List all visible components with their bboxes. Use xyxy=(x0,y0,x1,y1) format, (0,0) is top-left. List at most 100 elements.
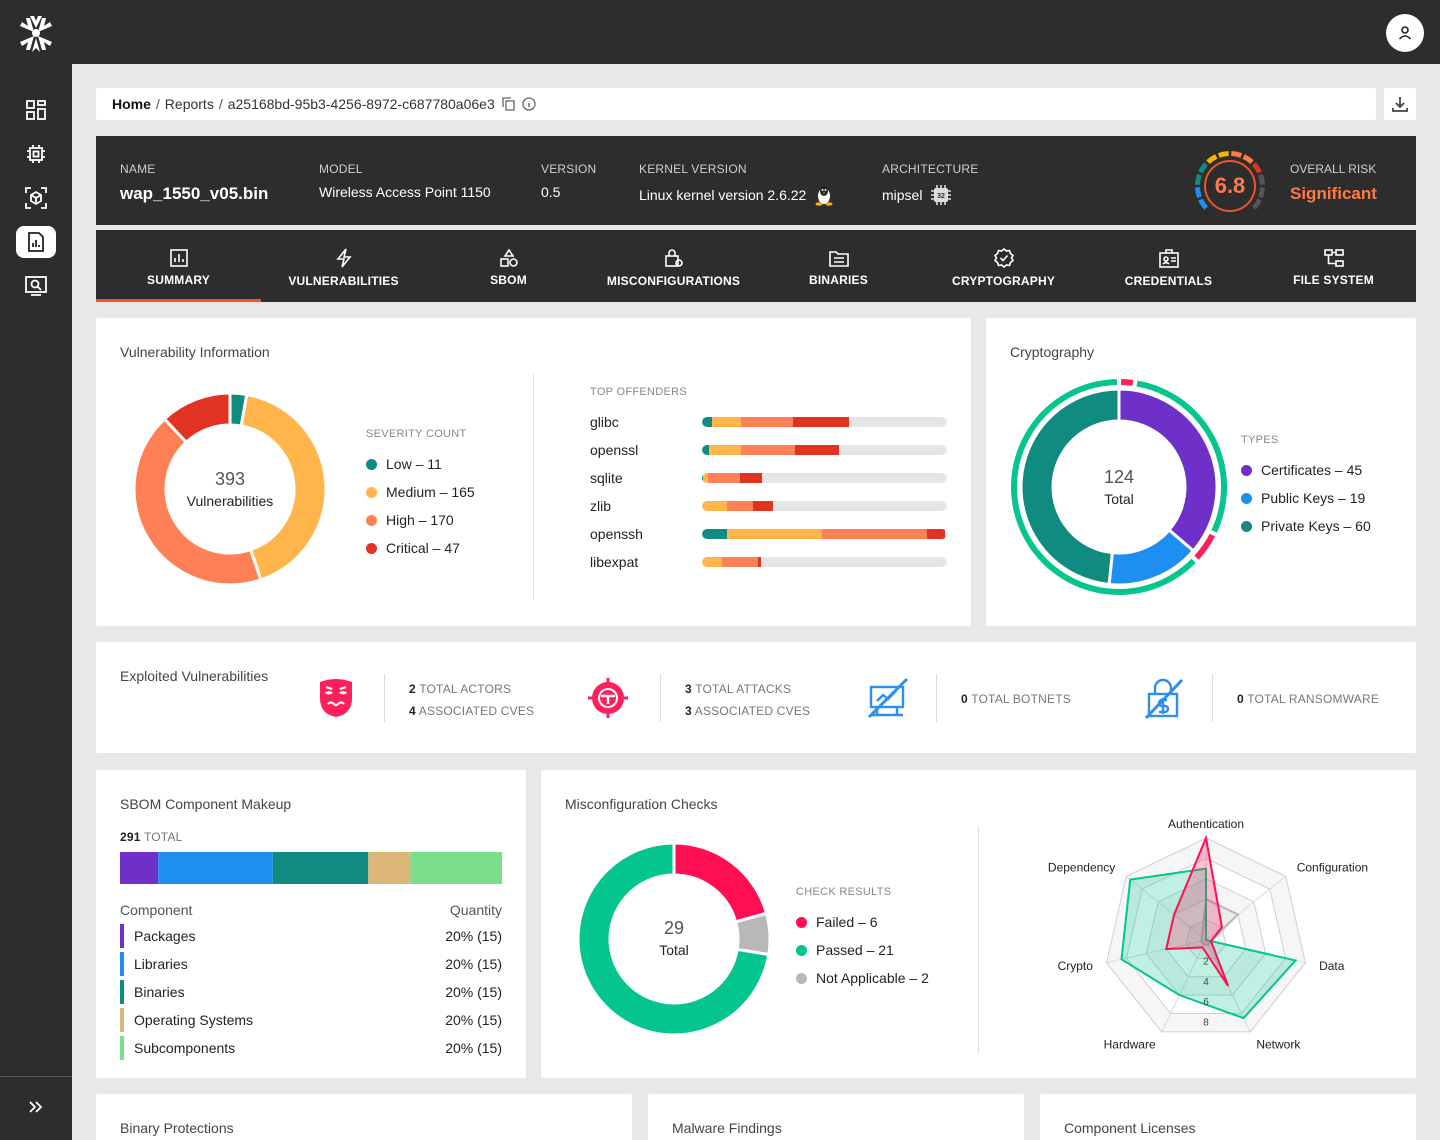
botnet-disabled-icon xyxy=(866,676,910,720)
radar-tick-label: 6 xyxy=(1203,997,1209,1008)
legend-label: Not Applicable – 2 xyxy=(816,970,929,986)
outer-ring-segment-ok xyxy=(1011,379,1196,595)
legend-label: Low – 11 xyxy=(386,456,442,472)
report-icon xyxy=(28,232,44,252)
firmware-info-bar: NAME wap_1550_v05.bin MODEL Wireless Acc… xyxy=(96,136,1416,225)
legend-dot xyxy=(366,514,377,526)
legend-dot xyxy=(796,916,807,928)
sidebar xyxy=(0,64,72,1140)
offender-bar xyxy=(702,417,947,427)
sbom-row-binaries: Binaries 20% (15) xyxy=(120,980,502,1004)
sbom-bar-segment-binaries xyxy=(272,852,369,884)
sbom-stacked-bar xyxy=(120,852,502,884)
actor-cves-label: ASSOCIATED CVES xyxy=(418,704,535,718)
card-divider xyxy=(978,826,979,1054)
folder-icon xyxy=(828,251,849,267)
vuln-total: 393 xyxy=(215,469,245,489)
sbom-bar-segment-packages xyxy=(120,852,159,884)
nav-package-button[interactable] xyxy=(16,182,56,214)
radar-axis-label: Data xyxy=(1319,959,1345,973)
tree-icon xyxy=(1323,249,1344,267)
tab-vulnerabilities[interactable]: VULNERABILITIES xyxy=(261,230,426,302)
offender-segment-medium xyxy=(702,501,727,511)
ransomware-disabled-icon xyxy=(1142,676,1186,720)
offender-segment-low xyxy=(702,417,712,427)
nav-dashboard-button[interactable] xyxy=(16,94,56,126)
name-field: NAME wap_1550_v05.bin xyxy=(120,162,268,204)
offender-segment-medium xyxy=(709,445,742,455)
component-header: Component xyxy=(120,902,193,918)
offender-segment-critical xyxy=(792,417,849,427)
nav-chip-button[interactable] xyxy=(16,138,56,170)
donut-slice-passed xyxy=(577,842,771,1036)
component-qty: 20% (15) xyxy=(445,984,502,1000)
donut-slice-high xyxy=(132,416,263,587)
info-icon[interactable] xyxy=(522,97,536,111)
tab-label: MISCONFIGURATIONS xyxy=(606,274,741,288)
radar-axis-label: Configuration xyxy=(1297,861,1368,875)
user-avatar-button[interactable] xyxy=(1386,14,1424,52)
severity-legend: SEVERITY COUNT Low – 11 Medium – 165 Hig… xyxy=(366,428,475,562)
user-icon xyxy=(1398,26,1412,40)
ev-divider xyxy=(936,674,937,722)
legend-item-private-keys: Private Keys – 60 xyxy=(1241,512,1371,540)
tab-label: CREDENTIALS xyxy=(1124,274,1213,288)
binary-protections-card: Binary Protections xyxy=(96,1094,632,1140)
copy-icon[interactable] xyxy=(502,97,515,111)
radar-axis-label: Dependency xyxy=(1048,861,1115,875)
component-qty: 20% (15) xyxy=(445,956,502,972)
kernel-label: KERNEL VERSION xyxy=(639,162,747,176)
tab-binaries[interactable]: BINARIES xyxy=(756,230,921,302)
sidebar-divider xyxy=(0,1076,72,1077)
offender-segment-high xyxy=(721,557,759,567)
legend-label: Failed – 6 xyxy=(816,914,878,930)
botnets-count: 0 xyxy=(961,692,968,706)
lock-gear-icon xyxy=(664,249,683,267)
tab-label: CRYPTOGRAPHY xyxy=(951,274,1056,288)
risk-gauge-segment xyxy=(1217,151,1229,158)
legend-label: High – 170 xyxy=(386,512,454,528)
radar-series-not-applicable xyxy=(1199,897,1240,946)
kernel-value-row: Linux kernel version 2.6.22 xyxy=(639,184,834,206)
sbom-bar-segment-operating-systems xyxy=(368,852,411,884)
misconfig-total: 29 xyxy=(664,918,684,938)
tab-credentials[interactable]: CREDENTIALS xyxy=(1086,230,1251,302)
card-title: Binary Protections xyxy=(120,1120,234,1136)
offender-segment-medium xyxy=(702,557,722,567)
breadcrumb-home[interactable]: Home xyxy=(112,96,151,112)
risk-value: Significant xyxy=(1290,184,1377,203)
misconfiguration-checks-card: Misconfiguration Checks 29 Total CHECK R… xyxy=(541,770,1416,1078)
crypto-total: 124 xyxy=(1104,467,1134,487)
tab-file-system[interactable]: FILE SYSTEM xyxy=(1251,230,1416,302)
breadcrumb-reports[interactable]: Reports xyxy=(164,96,214,112)
offender-bar xyxy=(702,445,947,455)
component-qty: 20% (15) xyxy=(445,1012,502,1028)
offender-segment-high xyxy=(708,473,740,483)
logo-icon[interactable] xyxy=(10,8,62,56)
offender-row: sqlite xyxy=(590,464,947,492)
radar-series-passed xyxy=(1120,867,1298,1020)
sbom-bar-segment-subcomponents xyxy=(410,852,502,884)
risk-gauge-segment xyxy=(1252,198,1262,210)
nav-reports-button[interactable] xyxy=(16,226,56,258)
nav-search-button[interactable] xyxy=(16,270,56,302)
legend-label: Certificates – 45 xyxy=(1261,462,1363,478)
expand-sidebar-button[interactable] xyxy=(22,1096,50,1118)
download-button[interactable] xyxy=(1384,88,1416,120)
sbom-component-card: SBOM Component Makeup 291 TOTAL Componen… xyxy=(96,770,526,1078)
tab-summary[interactable]: SUMMARY xyxy=(96,230,261,302)
chip-icon xyxy=(27,145,45,163)
firmware-name: wap_1550_v05.bin xyxy=(120,184,269,203)
tab-sbom[interactable]: SBOM xyxy=(426,230,591,302)
attacks-count: 3 xyxy=(685,682,692,696)
component-name: Binaries xyxy=(134,984,185,1000)
offender-segment-medium xyxy=(726,529,823,539)
vuln-total-label: Vulnerabilities xyxy=(187,493,274,509)
tab-cryptography[interactable]: CRYPTOGRAPHY xyxy=(921,230,1086,302)
legend-label: Critical – 47 xyxy=(386,540,460,556)
component-name: Subcomponents xyxy=(134,1040,236,1056)
tab-misconfigurations[interactable]: MISCONFIGURATIONS xyxy=(591,230,756,302)
offender-name: sqlite xyxy=(590,470,623,486)
risk-label: OVERALL RISK xyxy=(1290,162,1377,176)
cryptography-donut-chart: 124 Total xyxy=(1011,379,1227,595)
